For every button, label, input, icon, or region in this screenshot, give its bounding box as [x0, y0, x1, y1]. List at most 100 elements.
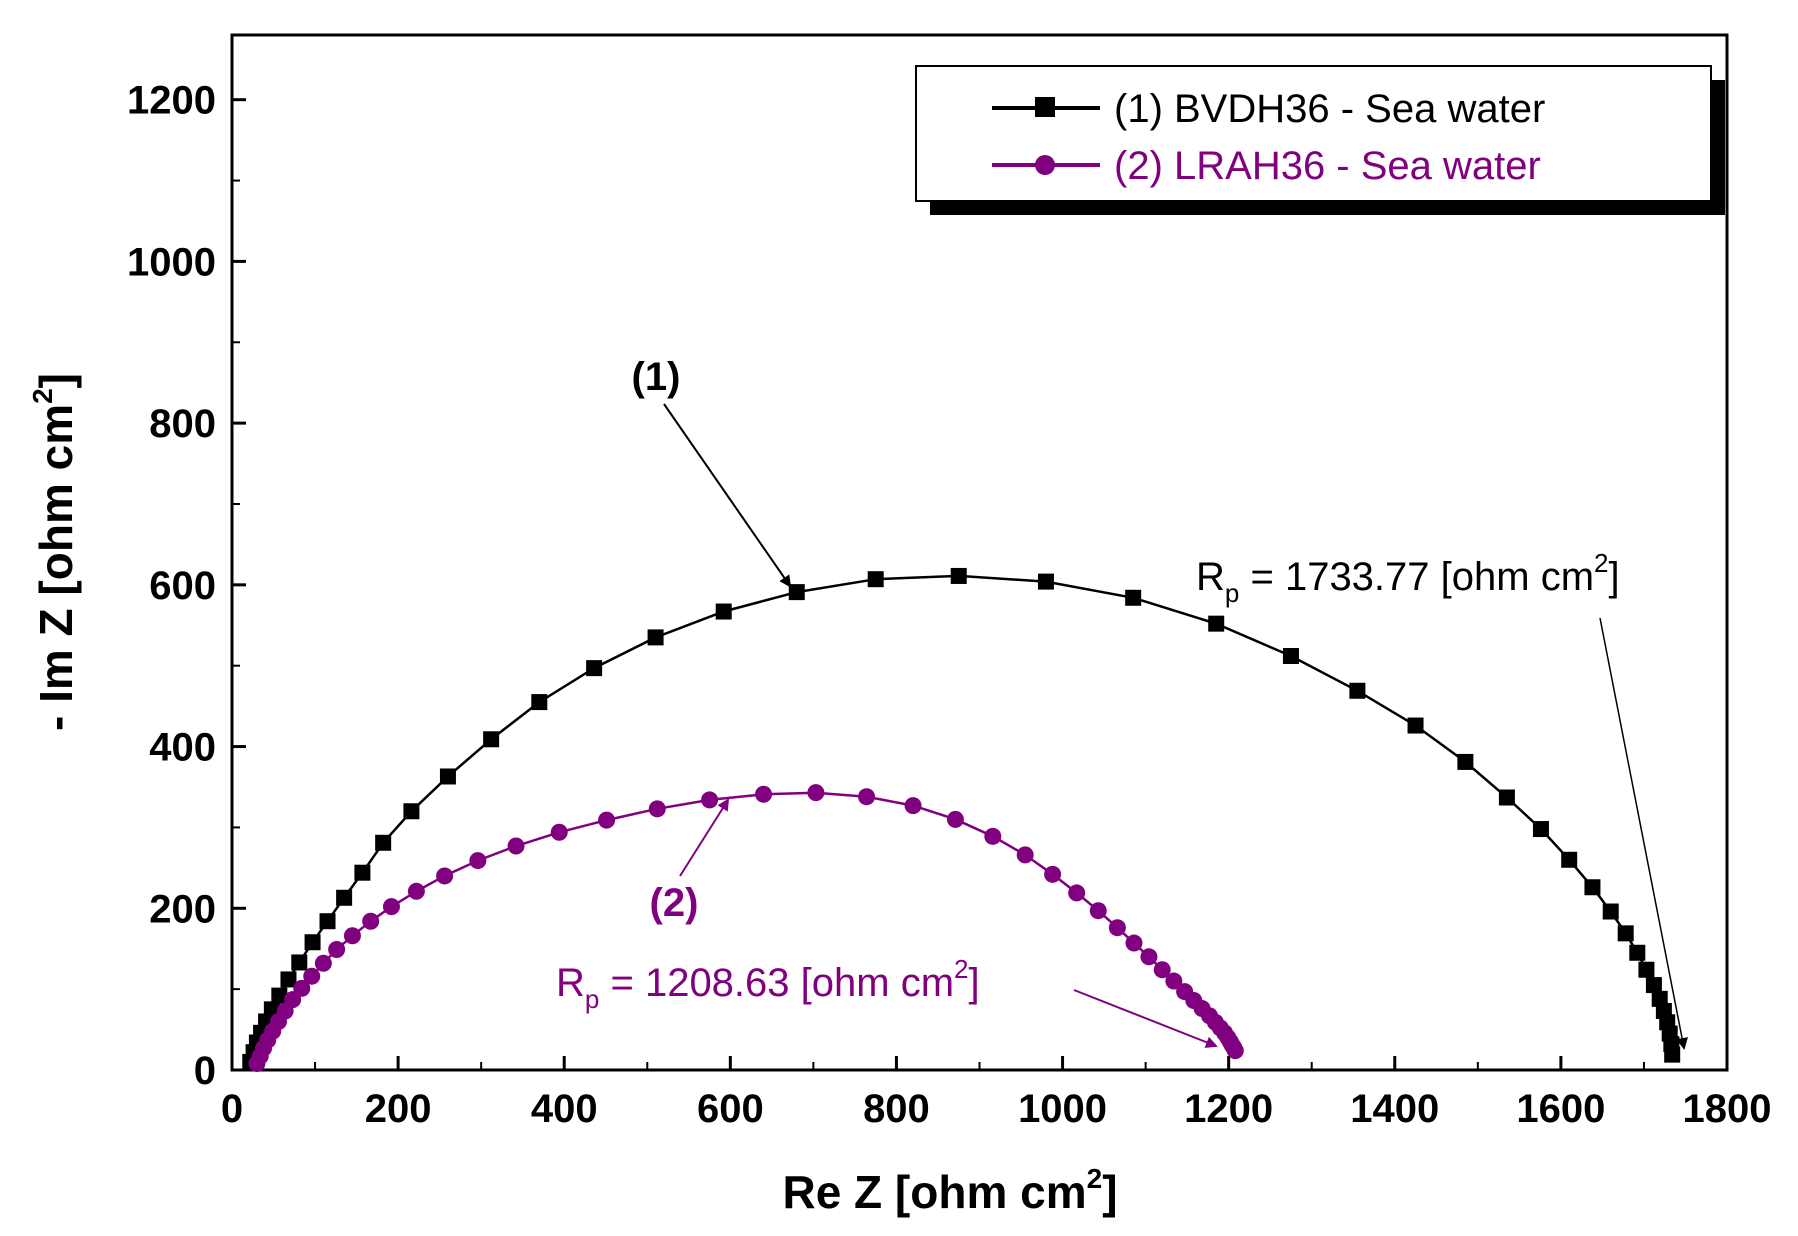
data-point-circle	[755, 785, 773, 803]
x-tick-label: 200	[365, 1087, 432, 1131]
data-point-circle	[984, 827, 1002, 845]
y-tick-label: 400	[149, 726, 216, 770]
x-tick-label: 600	[697, 1087, 764, 1131]
data-point-square	[715, 603, 732, 620]
data-point-square	[319, 913, 336, 930]
data-point-circle	[407, 882, 425, 900]
y-tick-label: 200	[149, 887, 216, 931]
series-layer	[242, 567, 1681, 1073]
annotation-arrow-2	[679, 798, 730, 877]
data-point-square	[1208, 615, 1225, 632]
data-point-square	[1457, 753, 1474, 770]
y-axis-title-sup: 2	[27, 388, 58, 404]
rp1-annotation: Rp = 1733.77 [ohm cm2]	[1196, 548, 1620, 608]
data-point-square	[1498, 789, 1515, 806]
data-point-circle	[1140, 948, 1158, 966]
data-point-square	[1282, 648, 1299, 664]
data-point-circle	[362, 912, 380, 930]
x-tick-label: 400	[531, 1087, 598, 1131]
data-point-square	[403, 803, 420, 820]
data-point-square	[263, 1001, 280, 1018]
x-axis-title-sup: 2	[1087, 1163, 1103, 1194]
series-line	[249, 574, 1674, 1063]
data-point-circle	[1089, 902, 1107, 920]
data-point-square	[1349, 682, 1366, 699]
data-point-square	[788, 584, 805, 601]
y-tick-label: 600	[149, 564, 216, 608]
data-point-circle	[314, 954, 332, 972]
data-point-circle	[701, 791, 719, 809]
annotation-label-1: (1)	[632, 355, 681, 399]
data-point-circle	[1226, 1042, 1244, 1060]
data-point-square	[647, 629, 664, 646]
data-point-square	[1638, 961, 1655, 978]
y-axis-title-main: - Im Z [ohm cm	[30, 404, 82, 731]
legend-entry-2: (2) LRAH36 - Sea water	[992, 144, 1541, 188]
data-point-square	[586, 660, 603, 677]
data-point-circle	[550, 823, 568, 841]
rp2-annotation: Rp = 1208.63 [ohm cm2]	[556, 954, 980, 1014]
x-tick-label: 1600	[1516, 1087, 1605, 1131]
data-point-square	[291, 954, 308, 971]
x-axis-ticks: 0 200 400 600 800 1000 1200 1400 1600 1800	[221, 1056, 1771, 1131]
data-point-square	[531, 694, 548, 711]
y-tick-label: 0	[194, 1049, 216, 1093]
data-point-circle	[1165, 972, 1183, 990]
series-1	[242, 567, 1681, 1070]
y-axis-ticks: 0 200 400 600 800 1000 1200	[127, 79, 246, 1093]
annotation-arrow-1	[663, 403, 792, 588]
data-point-square	[375, 834, 392, 851]
data-point-square	[336, 889, 353, 906]
x-axis-title-main: Re Z [ohm cm	[782, 1166, 1086, 1218]
y-tick-label: 1000	[127, 240, 216, 284]
data-point-circle	[328, 941, 346, 959]
data-point-circle	[382, 898, 400, 916]
rp2-arrow	[1073, 989, 1218, 1048]
data-point-square	[867, 571, 884, 588]
data-point-circle	[303, 967, 321, 985]
data-point-square	[1651, 990, 1668, 1007]
y-tick-label: 800	[149, 402, 216, 446]
data-point-circle	[807, 784, 825, 802]
x-axis-title: Re Z [ohm cm2]	[782, 1163, 1117, 1218]
data-point-square	[950, 567, 967, 584]
data-point-circle	[598, 811, 616, 829]
series-2	[248, 784, 1244, 1073]
data-point-square	[1407, 717, 1424, 734]
annotation-label-2: (2)	[650, 881, 699, 925]
x-tick-label: 1400	[1350, 1087, 1439, 1131]
data-point-square	[304, 934, 321, 951]
data-point-circle	[507, 837, 525, 855]
x-tick-label: 1000	[1018, 1087, 1107, 1131]
legend-marker-square	[1035, 97, 1055, 117]
data-point-square	[1645, 977, 1662, 994]
data-point-circle	[293, 979, 311, 997]
data-point-circle	[343, 927, 361, 945]
data-point-circle	[648, 800, 666, 818]
data-point-circle	[946, 810, 964, 828]
data-point-square	[1125, 589, 1142, 606]
y-tick-label: 1200	[127, 79, 216, 123]
data-point-circle	[1125, 934, 1143, 952]
series-line	[255, 791, 1237, 1065]
data-point-square	[271, 987, 288, 1004]
x-tick-label: 0	[221, 1087, 243, 1131]
data-point-square	[354, 864, 371, 881]
data-point-square	[280, 971, 297, 988]
data-point-circle	[858, 788, 876, 806]
x-tick-label: 1200	[1184, 1087, 1273, 1131]
data-point-square	[1664, 1046, 1681, 1063]
data-point-circle	[1108, 919, 1126, 937]
y-axis-title-end: ]	[30, 373, 82, 388]
data-point-circle	[436, 867, 454, 885]
data-point-square	[1037, 573, 1054, 590]
data-point-circle	[284, 991, 302, 1009]
x-tick-label: 800	[863, 1087, 930, 1131]
data-point-circle	[1016, 846, 1034, 864]
data-point-square	[1584, 879, 1601, 896]
data-point-circle	[904, 797, 922, 815]
data-point-square	[483, 731, 500, 748]
legend: (1) BVDH36 - Sea water (2) LRAH36 - Sea …	[915, 65, 1725, 215]
data-point-square	[1602, 903, 1619, 920]
